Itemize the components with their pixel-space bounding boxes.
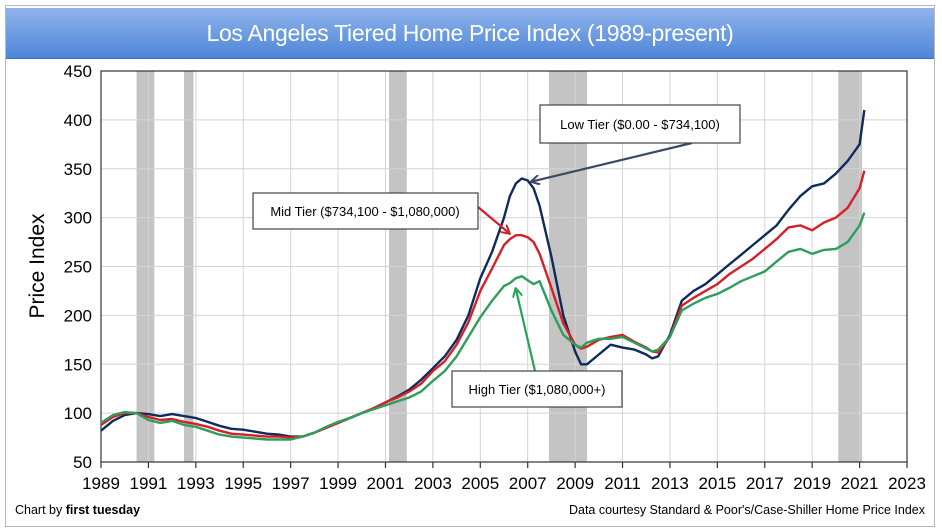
x-tick-label: 2011 [604,474,641,493]
annotation-label-mid-tier: Mid Tier ($734,100 - $1,080,000) [270,204,459,219]
x-tick-label: 1997 [272,474,310,493]
annotation-label-high-tier: High Tier ($1,080,000+) [469,382,606,397]
y-tick-label: 50 [73,453,92,472]
y-tick-label: 350 [64,160,92,179]
x-tick-label: 1999 [319,474,357,493]
x-tick-label: 2003 [414,474,452,493]
x-tick-label: 2017 [746,474,784,493]
x-tick-label: 1995 [224,474,262,493]
x-tick-label: 2009 [556,474,594,493]
annotation-box-high-tier [451,370,623,408]
plot-area-border [100,70,908,463]
x-tick-label: 1993 [177,474,215,493]
annotation-arrow-high-tier [516,289,537,372]
x-tick-label: 2005 [461,474,499,493]
annotation-box-mid-tier [252,192,479,230]
y-tick-label: 100 [64,404,92,423]
x-tick-label: 2013 [651,474,689,493]
chart-credit-prefix: Chart by [15,503,66,517]
annotation-box-low-tier [539,104,741,144]
x-tick-label: 1991 [129,474,167,493]
x-tick-label: 2023 [888,474,926,493]
annotation-arrow-low-tier [532,141,693,182]
x-tick-label: 2015 [698,474,736,493]
y-tick-label: 150 [64,355,92,374]
data-source-credit: Data courtesy Standard & Poor's/Case-Shi… [568,503,925,517]
chart-title-bar: Los Angeles Tiered Home Price Index (198… [6,8,934,59]
chart-credit-author: first tuesday [65,503,141,517]
y-tick-label: 450 [64,62,92,81]
series-line-mid-tier [100,170,866,439]
x-tick-label: 2019 [793,474,831,493]
y-tick-label: 400 [64,111,92,130]
x-tick-label: 1989 [82,474,120,493]
series-line-high-tier [100,212,866,441]
x-tick-label: 2001 [367,474,405,493]
y-tick-label: 200 [64,306,92,325]
chart-title: Los Angeles Tiered Home Price Index (198… [206,19,734,46]
chart-credit: Chart by first tuesday [15,503,140,517]
annotation-arrow-mid-tier [477,206,509,233]
x-tick-label: 2021 [841,474,879,493]
y-tick-label: 300 [64,209,92,228]
y-axis-label: Price Index [26,213,49,319]
y-tick-label: 250 [64,258,92,277]
x-tick-label: 2007 [509,474,547,493]
series-line-low-tier [100,109,866,438]
annotation-label-low-tier: Low Tier ($0.00 - $734,100) [560,117,720,132]
